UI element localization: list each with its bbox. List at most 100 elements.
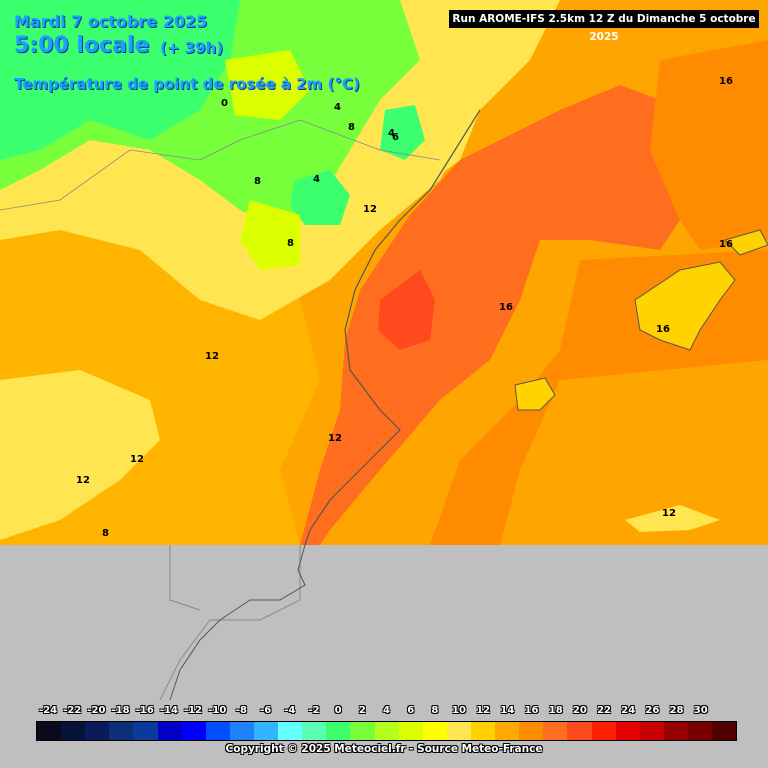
legend-tick-label: 4 [383, 705, 390, 716]
legend-tick-label: -24 [39, 705, 58, 716]
run-info: Run AROME-IFS 2.5km 12 Z du Dimanche 5 o… [449, 10, 759, 43]
contour-label: 12 [662, 508, 676, 519]
legend-swatch [253, 722, 279, 740]
contour-label: 8 [102, 528, 109, 539]
legend-ticks: -24 -22 -20 -18 -16 -14 -12 -10 -8 -6 -4 -2 0 2 4 6 8 10 1… [36, 705, 737, 719]
legend-tick-label: 2 [358, 705, 366, 716]
legend-swatch [205, 722, 230, 740]
contour-label: 8 [254, 176, 261, 187]
legend-swatch [37, 722, 62, 740]
legend-tick-label: 26 [645, 705, 660, 716]
hot-spot [378, 270, 435, 350]
gray-border [159, 545, 301, 701]
yellowgreen-patch-2 [240, 200, 300, 270]
legend-swatch [615, 722, 640, 740]
green-zone-light [0, 0, 240, 160]
legend-swatch [85, 722, 110, 740]
legend-tick-label: -2 [308, 705, 320, 716]
legend-tick-label: 24 [621, 705, 636, 716]
legend-tick-label: 20 [572, 705, 587, 716]
legend-tick-label: -20 [87, 705, 106, 716]
color-legend: -24 -22 -20 -18 -16 -14 -12 -10 -8 -6 -4 -2 0 2 4 6 8 10 1… [36, 705, 737, 741]
legend-swatch [446, 722, 471, 740]
legend-swatch [470, 722, 496, 740]
legend-swatch [422, 722, 447, 740]
legend-swatch [495, 722, 520, 740]
contour-label: 12 [76, 475, 90, 486]
warm-sea-zone [300, 85, 680, 545]
legend-swatch [374, 722, 399, 740]
legend-tick-label: -6 [260, 705, 272, 716]
legend-tick-label: -18 [111, 705, 130, 716]
contour-label: 12 [205, 351, 219, 362]
yellowgreen-patch [225, 50, 310, 120]
legend-tick-label: 30 [693, 705, 708, 716]
legend-swatch [687, 722, 713, 740]
legend-tick-label: 6 [407, 705, 415, 716]
legend-swatch [278, 722, 303, 740]
legend-swatch [181, 722, 206, 740]
legend-tick-label: 10 [452, 705, 466, 716]
legend-swatch [157, 722, 182, 740]
legend-swatch [133, 722, 158, 740]
legend-tick-label: 16 [524, 705, 539, 716]
legend-swatch [229, 722, 254, 740]
legend-swatch [712, 722, 737, 740]
legend-swatch [350, 722, 375, 740]
green-patch-2 [380, 105, 425, 160]
map-date: Mardi 7 octobre 2025 [14, 12, 208, 31]
contour-label: 6 [392, 132, 399, 143]
legend-swatch [398, 722, 423, 740]
legend-swatch [663, 722, 688, 740]
contour-label: 16 [719, 239, 733, 250]
legend-swatch [519, 722, 544, 740]
map-time: 5:00 locale [14, 33, 150, 58]
contour-label: 4 [334, 102, 341, 113]
legend-swatch [302, 722, 327, 740]
legend-tick-label: 28 [669, 705, 684, 716]
border-line [0, 119, 441, 211]
variable-title: Température de point de rosée à 2m (°C) [14, 75, 360, 93]
island-ibiza [514, 377, 556, 411]
gray-coast [169, 544, 306, 701]
contour-label: 16 [656, 324, 670, 335]
sea-southeast-light [500, 360, 768, 545]
legend-swatch [591, 722, 616, 740]
legend-tick-label: -8 [235, 705, 248, 716]
legend-tick-label: 22 [597, 705, 612, 716]
legend-tick-label: -14 [159, 705, 178, 716]
contour-label: 16 [499, 302, 513, 313]
contour-label: 12 [328, 433, 342, 444]
island-menorca [724, 229, 768, 256]
legend-swatch [326, 722, 351, 740]
legend-tick-label: 8 [431, 705, 439, 716]
contour-label: 12 [363, 204, 377, 215]
legend-swatch [109, 722, 134, 740]
coastline [304, 109, 481, 546]
legend-tick-label: -16 [135, 705, 154, 716]
contour-label: 12 [130, 454, 144, 465]
contour-label: 0 [221, 98, 228, 109]
copyright: Copyright © 2025 Meteociel.fr - Source M… [225, 743, 543, 755]
yellow-zone-west [0, 370, 160, 540]
green-patch [290, 170, 350, 225]
contour-label: 4 [388, 128, 395, 139]
legend-tick-label: -10 [208, 705, 227, 716]
legend-tick-label: -4 [284, 705, 296, 716]
sea-east [650, 40, 768, 250]
legend-tick-label: -22 [63, 705, 82, 716]
island-south [625, 505, 720, 532]
island-mallorca [634, 261, 736, 351]
contour-label: 8 [348, 122, 355, 133]
legend-tick-label: 14 [500, 705, 515, 716]
legend-swatch [61, 722, 86, 740]
legend-tick-label: 12 [476, 705, 491, 716]
legend-tick-label: -12 [184, 705, 203, 716]
legend-colorbar [36, 721, 737, 741]
legend-swatch [567, 722, 592, 740]
contour-label: 4 [313, 174, 320, 185]
legend-swatch [543, 722, 568, 740]
contour-label: 16 [719, 76, 733, 87]
legend-tick-label: 18 [548, 705, 563, 716]
legend-swatch [639, 722, 664, 740]
